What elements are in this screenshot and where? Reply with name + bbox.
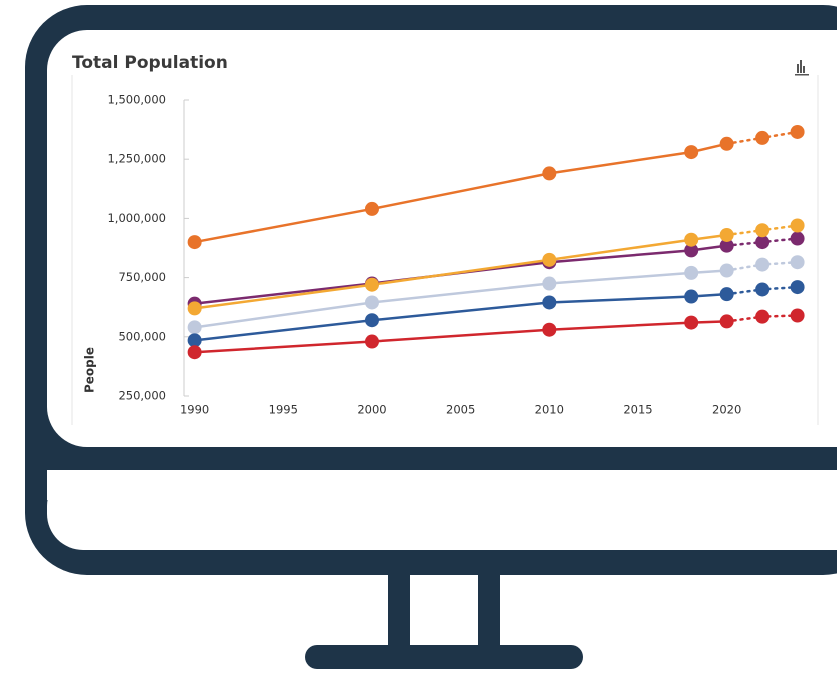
chart-title: Total Population <box>72 53 228 73</box>
y-tick-label: 1,000,000 <box>107 211 166 225</box>
data-point <box>684 315 699 330</box>
data-point <box>187 320 202 335</box>
data-point <box>755 223 770 238</box>
data-point <box>719 227 734 242</box>
y-tick-label: 750,000 <box>118 270 166 284</box>
data-point <box>790 308 805 323</box>
bezel-fill <box>47 470 837 500</box>
y-tick-label: 1,250,000 <box>107 152 166 166</box>
data-point <box>187 345 202 360</box>
data-point <box>364 313 379 328</box>
data-point <box>542 276 557 291</box>
data-point <box>364 277 379 292</box>
y-axis-label: People <box>83 347 97 393</box>
data-point <box>755 130 770 145</box>
stand-right <box>478 573 500 651</box>
data-point <box>755 257 770 272</box>
y-tick-label: 500,000 <box>118 329 166 343</box>
data-point <box>790 231 805 246</box>
data-point <box>684 289 699 304</box>
data-point <box>719 263 734 278</box>
data-point <box>542 322 557 337</box>
data-point <box>187 301 202 316</box>
x-tick-label: 2005 <box>446 403 475 417</box>
x-tick-label: 2015 <box>623 403 652 417</box>
data-point <box>364 334 379 349</box>
data-point <box>187 235 202 250</box>
data-point <box>719 287 734 302</box>
x-tick-label: 2000 <box>357 403 386 417</box>
data-point <box>364 201 379 216</box>
x-tick-label: 2010 <box>535 403 564 417</box>
data-point <box>755 235 770 250</box>
data-point <box>187 333 202 348</box>
monitor <box>25 5 837 669</box>
y-tick-label: 1,500,000 <box>107 93 166 107</box>
data-point <box>684 265 699 280</box>
screen <box>47 30 837 447</box>
data-point <box>719 314 734 329</box>
data-point <box>542 252 557 267</box>
data-point <box>790 218 805 233</box>
data-point <box>790 280 805 295</box>
y-tick-label: 250,000 <box>118 389 166 403</box>
data-point <box>684 145 699 160</box>
data-point <box>719 238 734 253</box>
x-tick-label: 2020 <box>712 403 741 417</box>
data-point <box>542 295 557 310</box>
stand-base <box>305 645 583 669</box>
data-point <box>684 232 699 247</box>
data-point <box>790 124 805 139</box>
data-point <box>542 166 557 181</box>
menu-icon[interactable] <box>795 60 809 76</box>
data-point <box>364 295 379 310</box>
stand-left <box>388 573 410 651</box>
data-point <box>684 243 699 258</box>
data-point <box>790 255 805 270</box>
x-tick-label: 1990 <box>180 403 209 417</box>
x-tick-label: 1995 <box>269 403 298 417</box>
data-point <box>755 309 770 324</box>
data-point <box>755 282 770 297</box>
data-point <box>719 136 734 151</box>
